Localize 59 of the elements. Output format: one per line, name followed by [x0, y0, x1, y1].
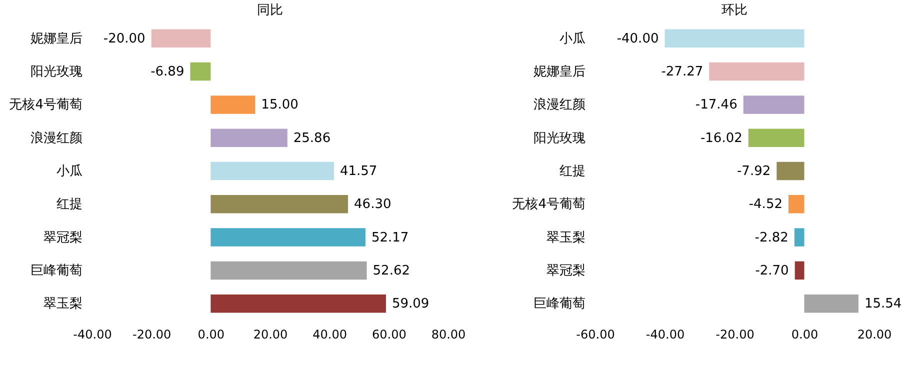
chart-title: 环比 [722, 3, 748, 18]
y-tick-label: 小瓜 [560, 31, 586, 46]
x-tick-label: -60.00 [576, 328, 615, 342]
bar [210, 228, 366, 246]
y-tick-label: 巨峰葡萄 [534, 296, 586, 312]
x-tick-label: 0.00 [198, 328, 225, 342]
x-tick-label: 20.00 [857, 328, 892, 342]
data-label: -2.70 [755, 263, 789, 278]
y-tick-label: 阳光玫瑰 [534, 130, 586, 146]
data-label: 52.62 [372, 263, 410, 278]
data-label: -17.46 [695, 98, 738, 113]
bar [210, 261, 367, 280]
data-label: -40.00 [616, 31, 659, 46]
x-tick-label: 0.00 [791, 328, 818, 342]
y-tick-label: 阳光玫瑰 [30, 64, 82, 80]
bar [210, 96, 256, 114]
y-tick-label: 红提 [56, 197, 82, 212]
bar [190, 62, 211, 81]
data-label: 52.17 [371, 230, 409, 246]
x-tick-label: -20.00 [132, 328, 172, 342]
data-label: 15.00 [261, 98, 298, 113]
data-label: -20.00 [103, 31, 146, 46]
y-tick-label: 翠冠梨 [546, 263, 586, 278]
bar [210, 294, 386, 313]
chart-title: 同比 [257, 3, 283, 18]
y-tick-label: 翠玉梨 [546, 230, 586, 246]
y-tick-label: 妮娜皇后 [30, 31, 82, 46]
data-label: 59.09 [392, 296, 430, 312]
x-tick-label: -20.00 [716, 328, 754, 342]
bar [210, 162, 334, 180]
bar [151, 29, 211, 48]
data-label: -2.82 [754, 230, 788, 246]
data-label: -4.52 [748, 197, 782, 212]
y-tick-label: 小瓜 [56, 164, 82, 179]
bar [210, 128, 288, 147]
x-tick-label: 20.00 [253, 328, 288, 342]
x-tick-label: 60.00 [372, 328, 406, 342]
x-tick-label: 80.00 [431, 328, 466, 342]
data-label: 41.57 [340, 164, 378, 179]
y-tick-label: 翠冠梨 [44, 230, 82, 246]
data-label: 46.30 [354, 197, 392, 212]
bar [210, 195, 348, 214]
y-tick-label: 无核4号葡萄 [512, 197, 586, 212]
x-tick-label: 40.00 [312, 328, 348, 342]
y-tick-label: 妮娜皇后 [534, 64, 586, 80]
data-label: 15.54 [864, 296, 902, 312]
y-tick-label: 红提 [560, 164, 586, 179]
y-tick-label: 浪漫红颜 [534, 96, 586, 113]
data-label: -6.89 [150, 64, 184, 80]
data-label: 25.86 [293, 130, 331, 146]
y-tick-label: 浪漫红颜 [30, 130, 82, 146]
y-tick-label: 翠玉梨 [44, 296, 82, 312]
x-tick-label: -40.00 [73, 328, 112, 342]
y-tick-label: 巨峰葡萄 [30, 263, 82, 278]
x-tick-label: -40.00 [646, 328, 685, 342]
y-tick-label: 无核4号葡萄 [9, 98, 82, 113]
data-label: -27.27 [661, 64, 704, 80]
data-label: -7.92 [736, 164, 771, 179]
data-label: -16.02 [700, 130, 742, 146]
